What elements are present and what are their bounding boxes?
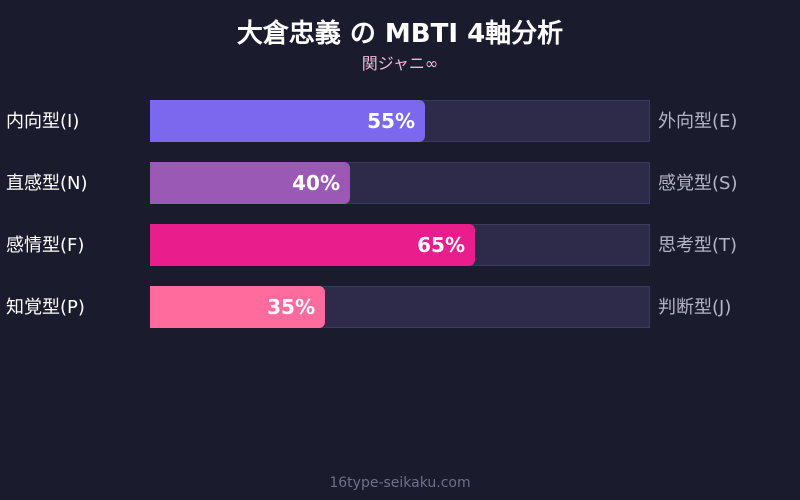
bar-value-label: 35% bbox=[267, 295, 315, 319]
left-axis-label: 直感型(N) bbox=[6, 173, 88, 194]
chart-title: 大倉忠義 の MBTI 4軸分析 bbox=[236, 19, 564, 49]
axis-row: 感情型(F) 65% 思考型(T) bbox=[0, 224, 800, 268]
axis-row: 知覚型(P) 35% 判断型(J) bbox=[0, 286, 800, 330]
footer-site: 16type-seikaku.com bbox=[329, 475, 471, 491]
bar-fill: 40% bbox=[150, 162, 350, 204]
bar-value-label: 65% bbox=[417, 233, 465, 257]
right-axis-label: 思考型(T) bbox=[658, 235, 738, 256]
bar-fill: 35% bbox=[150, 286, 325, 328]
right-axis-label: 判断型(J) bbox=[658, 297, 732, 318]
bar-value-label: 40% bbox=[292, 171, 340, 195]
chart-subtitle: 関ジャニ∞ bbox=[361, 54, 439, 73]
bar-fill: 65% bbox=[150, 224, 475, 266]
axis-row: 直感型(N) 40% 感覚型(S) bbox=[0, 162, 800, 206]
axis-row: 内向型(I) 55% 外向型(E) bbox=[0, 100, 800, 144]
left-axis-label: 感情型(F) bbox=[6, 235, 85, 256]
left-axis-label: 内向型(I) bbox=[6, 111, 80, 132]
right-axis-label: 感覚型(S) bbox=[658, 173, 738, 194]
bar-value-label: 55% bbox=[367, 109, 415, 133]
right-axis-label: 外向型(E) bbox=[658, 111, 738, 132]
left-axis-label: 知覚型(P) bbox=[6, 297, 85, 318]
bar-fill: 55% bbox=[150, 100, 425, 142]
